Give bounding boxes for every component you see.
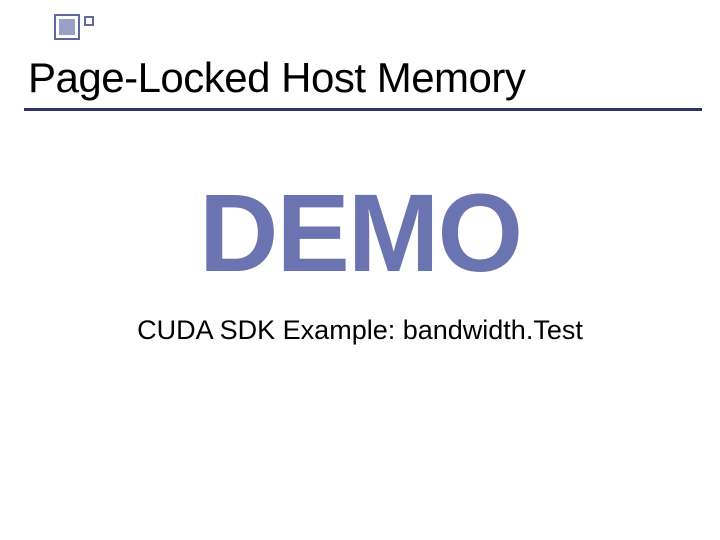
square-large-icon (54, 14, 80, 40)
corner-decoration (54, 14, 94, 40)
demo-heading: DEMO (0, 170, 720, 297)
slide-title: Page-Locked Host Memory (28, 54, 525, 102)
subtitle-text: CUDA SDK Example: bandwidth.Test (0, 315, 720, 346)
square-small-icon (84, 16, 94, 26)
title-underline (24, 108, 702, 111)
